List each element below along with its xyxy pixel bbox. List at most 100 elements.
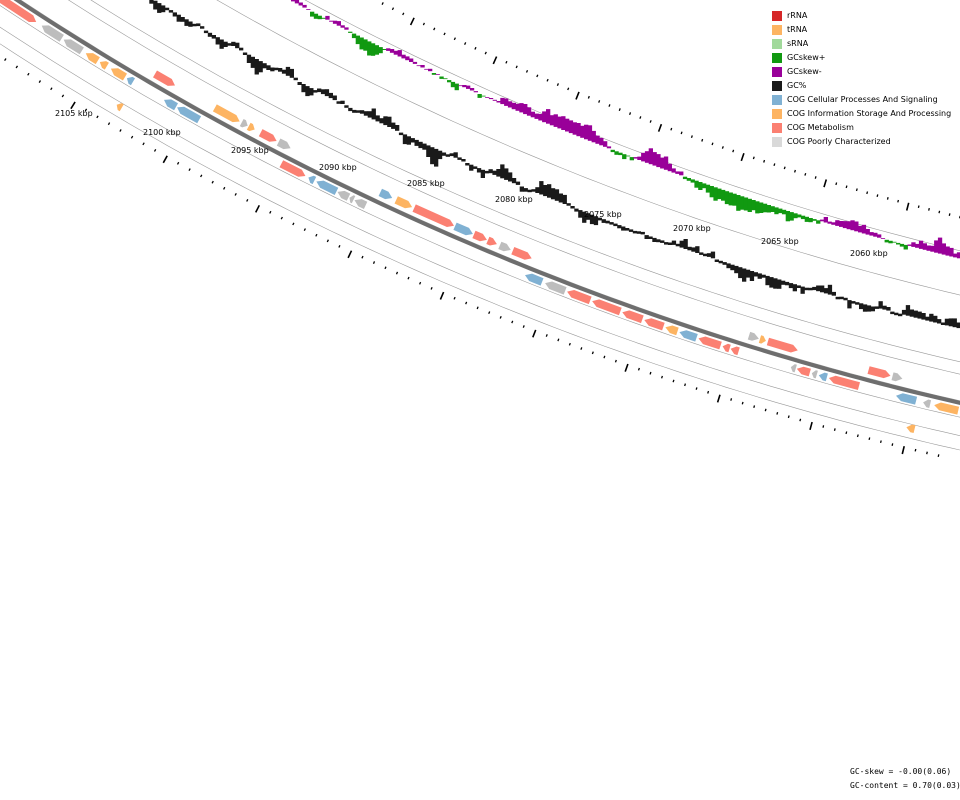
gene-arrow <box>592 299 622 316</box>
gc-skew-bar <box>842 221 848 229</box>
gene-arrow <box>279 160 306 177</box>
gc-content-bar <box>628 229 634 232</box>
gene-arrow <box>41 25 64 42</box>
gc-skew-bar <box>325 15 330 20</box>
ruler-tick <box>603 355 606 359</box>
ruler-tick <box>223 186 226 190</box>
ruler-tick <box>27 72 30 76</box>
gc-content-bar <box>352 109 357 113</box>
ruler-tick <box>38 80 42 83</box>
gc-content-bar <box>515 181 521 185</box>
legend-label: COG Metabolism <box>787 123 854 132</box>
ruler-tick <box>711 142 714 146</box>
gc-skew-bar <box>317 15 322 20</box>
ruler-tick <box>505 60 508 64</box>
ruler-tick <box>690 135 693 139</box>
gc-content-bar <box>940 322 946 325</box>
gc-skew-bar <box>781 209 787 215</box>
gc-content-bar <box>153 0 158 10</box>
gc-skew-bar <box>382 49 387 50</box>
gc-content-bar <box>753 272 758 277</box>
track-guide-lines <box>0 0 960 451</box>
gc-skew-bar <box>393 50 398 55</box>
gc-content-bar <box>749 271 755 281</box>
gc-content-bar <box>297 82 302 85</box>
gc-content-bar <box>519 186 524 192</box>
gene-arrow <box>239 119 248 128</box>
gene-arrow <box>828 375 860 390</box>
ruler-tick <box>776 412 779 415</box>
ruler-tick <box>492 56 498 65</box>
legend-label: rRNA <box>787 11 808 20</box>
gc-content-bar <box>710 251 716 259</box>
gc-content-bar <box>703 253 708 257</box>
ruler-tick <box>303 228 306 231</box>
ruler-tick <box>254 204 261 213</box>
ruler-tick <box>433 27 436 31</box>
gc-content-bar <box>387 116 392 127</box>
gc-skew-bar <box>637 156 642 160</box>
ruler-tick <box>587 95 590 99</box>
gc-content-bar <box>792 284 797 292</box>
ruler-tick <box>499 315 502 319</box>
gc-content-bar <box>375 115 380 122</box>
gc-skew-bar <box>306 9 311 10</box>
gc-skew-bar <box>831 222 836 225</box>
ruler-tick <box>443 32 446 36</box>
gc-content-bar <box>613 223 618 227</box>
gene-arrow <box>622 310 644 324</box>
gc-skew-bar <box>667 163 672 172</box>
ruler-tick <box>384 266 387 270</box>
gene-arrow <box>567 290 592 305</box>
ruler-tick <box>763 159 766 163</box>
gene-arrow <box>896 393 918 405</box>
gene-arrow <box>644 318 665 331</box>
gc-content-bar <box>921 313 926 320</box>
gc-skew-bar <box>660 157 665 169</box>
gc-skew-bar <box>915 243 920 248</box>
gc-skew-bar <box>743 197 749 211</box>
ruler-tick <box>764 408 767 412</box>
ruler-tick <box>315 233 318 237</box>
gc-content-bar <box>601 219 606 223</box>
ruler-tick <box>809 421 813 431</box>
gc-content-bar <box>944 318 950 326</box>
ruler-tick <box>246 199 249 202</box>
gc-content-bar <box>535 187 540 193</box>
gene-arrow <box>164 99 178 111</box>
legend-swatch <box>772 123 782 133</box>
ruler-tick <box>891 443 894 446</box>
ruler-tick <box>598 100 601 103</box>
gc-skew-bar <box>671 168 676 173</box>
gc-skew-bar <box>922 243 927 250</box>
gene-arrow <box>867 366 891 379</box>
gc-skew-bar <box>462 85 467 88</box>
gc-content-bar <box>671 240 677 245</box>
gc-content-bar <box>418 141 423 149</box>
legend-swatch <box>772 53 782 63</box>
ruler-tick <box>119 129 122 132</box>
gc-skew-bar <box>534 113 539 119</box>
gc-content-bar <box>835 296 840 300</box>
gc-content-bar <box>734 265 739 274</box>
ruler-tick <box>4 58 7 61</box>
ruler-label: 2100 kbp <box>143 128 181 137</box>
ruler-label: 2080 kbp <box>495 195 533 204</box>
gc-skew-bar <box>907 244 912 246</box>
gc-content-bar <box>742 268 747 282</box>
legend-label: tRNA <box>787 25 808 34</box>
gc-content-bar <box>679 240 684 248</box>
gc-skew-bar <box>591 130 596 143</box>
gc-content-bar <box>952 318 957 328</box>
ruler-tick <box>361 255 364 259</box>
gc-skew-bar <box>663 156 669 170</box>
gc-content-bar <box>831 291 836 296</box>
ruler-tick <box>402 12 405 16</box>
ruler-tick <box>419 281 422 285</box>
gc-skew-bar <box>321 17 326 19</box>
ruler-tick <box>618 108 621 112</box>
gc-skew-bar <box>633 157 638 159</box>
ruler-tick <box>938 210 941 214</box>
ruler-tick <box>326 239 329 243</box>
ruler-tick <box>876 194 879 197</box>
